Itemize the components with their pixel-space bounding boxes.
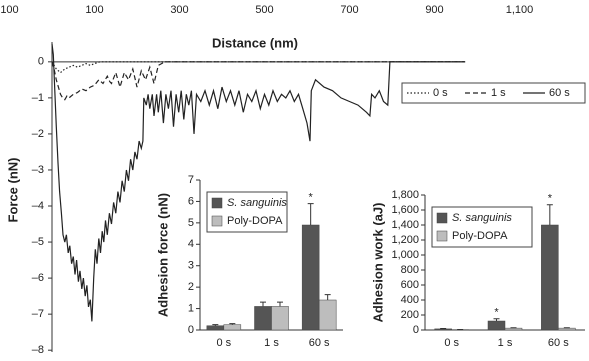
legend-box xyxy=(431,206,533,248)
legend-label: Poly-DOPA xyxy=(227,215,283,227)
significance-marker: * xyxy=(548,193,553,205)
y-tick-label: –5 xyxy=(32,236,44,248)
error-bar xyxy=(212,324,219,326)
error-bar xyxy=(324,294,331,300)
x-tick-label: 900 xyxy=(425,4,443,16)
legend-swatch xyxy=(436,212,448,224)
x-tick-label: 100 xyxy=(0,4,18,16)
legend-label: 0 s xyxy=(433,87,448,99)
legend-label: 60 s xyxy=(549,87,570,99)
legend-label: S. sanguinis xyxy=(227,197,287,209)
y-tick-label: 200 xyxy=(401,309,419,321)
error-bar xyxy=(229,323,236,325)
bar xyxy=(206,325,225,331)
x-tick-label: 60 s xyxy=(548,337,569,349)
x-tick-label: 100 xyxy=(85,4,103,16)
y-tick-label: 0 xyxy=(38,56,44,68)
x-tick-label: 700 xyxy=(340,4,358,16)
x-tick-label: 1,100 xyxy=(506,4,534,16)
x-tick-label: 0 s xyxy=(444,337,459,349)
error-bar xyxy=(493,318,500,321)
legend-label: 1 s xyxy=(491,87,506,99)
y-axis-title: Adhesion force (nN) xyxy=(155,193,170,317)
line-series xyxy=(51,43,466,322)
significance-marker: * xyxy=(309,191,314,203)
bar xyxy=(223,324,242,331)
x-tick-label: 0 s xyxy=(216,337,231,349)
legend-swatch xyxy=(211,197,223,209)
y-tick-label: –2 xyxy=(32,128,44,140)
y-tick-label: –1 xyxy=(32,92,44,104)
y-axis-title: Adhesion work (aJ) xyxy=(370,203,385,323)
y-tick-label: 600 xyxy=(401,279,419,291)
x-tick-label: 60 s xyxy=(309,337,330,349)
y-tick-label: 1,800 xyxy=(391,189,419,201)
y-tick-label: 0 xyxy=(188,324,194,336)
y-tick-label: –6 xyxy=(32,272,44,284)
error-bar xyxy=(277,301,283,307)
y-axis-title: Force (nN) xyxy=(5,158,20,223)
legend-swatch xyxy=(436,230,448,242)
y-tick-label: 7 xyxy=(188,174,194,186)
bar xyxy=(504,327,523,331)
y-tick-label: 1,600 xyxy=(391,204,419,216)
line-series xyxy=(51,61,466,74)
x-tick-label: 300 xyxy=(170,4,188,16)
significance-marker: * xyxy=(494,307,499,319)
y-tick-label: 400 xyxy=(401,294,419,306)
legend-box xyxy=(401,82,586,104)
y-tick-label: –3 xyxy=(32,164,44,176)
y-tick-label: 1 xyxy=(188,302,194,314)
bar xyxy=(271,306,289,331)
legend-label: Poly-DOPA xyxy=(452,230,508,242)
x-axis-title: Distance (nm) xyxy=(212,35,298,50)
y-tick-label: –4 xyxy=(32,200,44,212)
y-tick-label: 5 xyxy=(188,217,194,229)
y-tick-label: 3 xyxy=(188,260,194,272)
bar xyxy=(558,327,576,331)
legend-swatch xyxy=(211,215,223,227)
error-bar xyxy=(260,301,266,307)
y-tick-label: 1,400 xyxy=(391,219,419,231)
x-tick-label: 1 s xyxy=(498,337,513,349)
y-tick-label: 1,200 xyxy=(391,234,419,246)
legend-label: S. sanguinis xyxy=(452,212,512,224)
bar xyxy=(541,224,559,331)
bar xyxy=(301,224,320,331)
y-tick-label: 800 xyxy=(401,264,419,276)
y-tick-label: 1,000 xyxy=(391,249,419,261)
y-tick-label: –8 xyxy=(32,344,44,356)
bar xyxy=(318,299,337,331)
bar xyxy=(254,306,272,331)
x-tick-label: 500 xyxy=(255,4,273,16)
y-tick-label: 4 xyxy=(188,238,194,250)
bar xyxy=(487,320,506,331)
line-series xyxy=(51,61,466,101)
y-tick-label: 0 xyxy=(413,324,419,336)
y-tick-label: 6 xyxy=(188,195,194,207)
x-tick-label: 1 s xyxy=(264,337,279,349)
error-bar xyxy=(307,203,314,225)
error-bar xyxy=(546,204,553,225)
y-tick-label: 2 xyxy=(188,281,194,293)
bar xyxy=(434,328,452,331)
y-tick-label: –7 xyxy=(32,308,44,320)
